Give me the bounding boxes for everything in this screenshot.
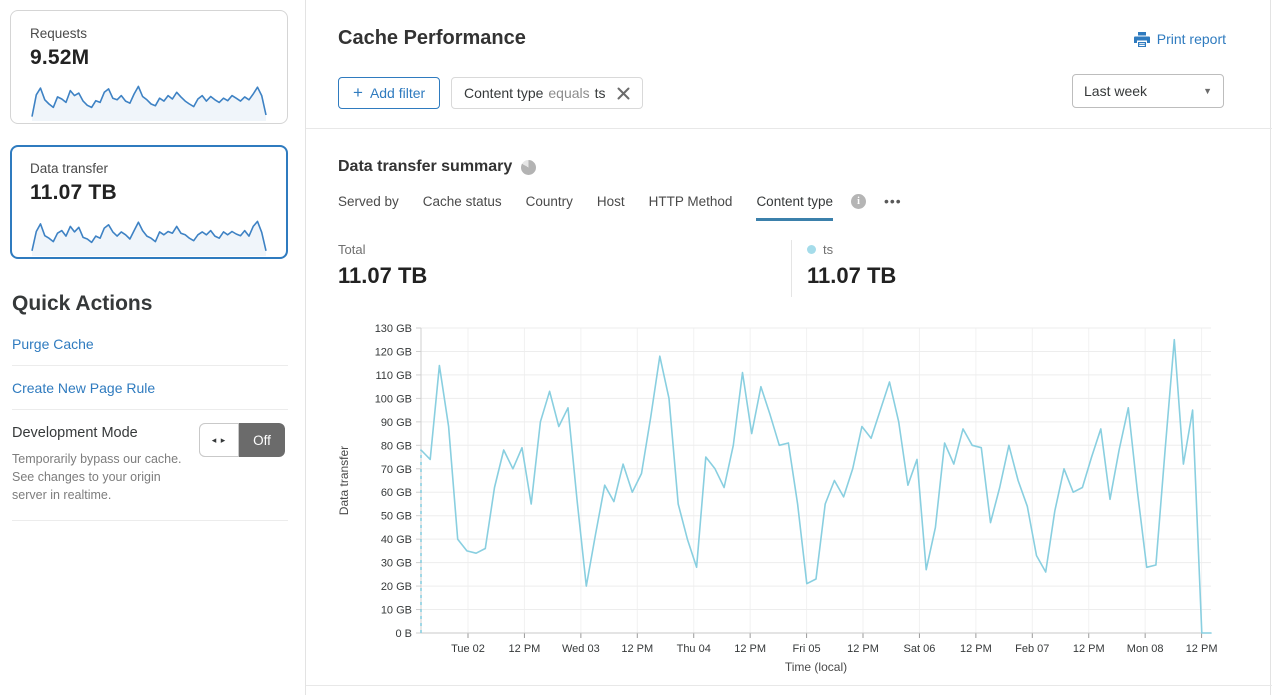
printer-icon <box>1133 31 1150 47</box>
svg-text:12 PM: 12 PM <box>509 643 541 655</box>
sparkline-svg <box>31 220 267 256</box>
filter-operator: equals <box>548 85 590 101</box>
svg-text:100 GB: 100 GB <box>375 393 412 405</box>
svg-text:12 PM: 12 PM <box>1186 643 1218 655</box>
filter-field: Content type <box>464 85 544 101</box>
filter-value: ts <box>594 85 606 101</box>
time-range-value: Last week <box>1084 83 1148 99</box>
toggle-off-label[interactable]: Off <box>239 423 285 457</box>
tab-cache-status[interactable]: Cache status <box>422 194 502 209</box>
svg-text:110 GB: 110 GB <box>376 370 413 382</box>
summary-title: Data transfer summary <box>338 158 513 175</box>
series-stat: ts 11.07 TB <box>807 242 896 289</box>
main-panel: Cache Performance Print report + Add fil… <box>305 0 1272 695</box>
page-title: Cache Performance <box>338 27 526 49</box>
svg-text:0 B: 0 B <box>395 628 412 640</box>
svg-text:10 GB: 10 GB <box>381 605 412 617</box>
svg-text:Wed 03: Wed 03 <box>562 643 600 655</box>
card-label: Data transfer <box>30 161 109 176</box>
total-label: Total <box>338 242 366 257</box>
svg-text:20 GB: 20 GB <box>381 581 412 593</box>
add-filter-label: Add filter <box>369 85 426 101</box>
chart-svg: Tue 02 12 PM Wed 03 12 PM Thu 04 12 PM Fri 05 1… <box>337 323 1218 674</box>
series-value: 11.07 TB <box>807 263 897 288</box>
svg-text:60 GB: 60 GB <box>381 487 412 499</box>
metric-card-requests[interactable]: Requests 9.52M <box>10 10 288 124</box>
svg-text:130 GB: 130 GB <box>375 323 412 335</box>
filter-chip-content-type: Content type equals ts <box>451 77 643 109</box>
footer-divider <box>306 685 1272 686</box>
svg-text:Tue 02: Tue 02 <box>451 643 485 655</box>
stat-divider <box>791 240 792 297</box>
card-value: 11.07 TB <box>30 181 117 204</box>
requests-sparkline <box>30 73 268 126</box>
svg-text:12 PM: 12 PM <box>621 643 653 655</box>
svg-text:Fri 05: Fri 05 <box>793 643 821 655</box>
sidebar: Requests 9.52M Data transfer 11.07 TB Qu… <box>0 0 305 695</box>
total-value: 11.07 TB <box>338 263 428 288</box>
svg-text:Time (local): Time (local) <box>785 660 847 674</box>
development-mode-block: Development Mode Temporarily bypass our … <box>12 410 288 522</box>
svg-text:Sat 06: Sat 06 <box>904 643 936 655</box>
svg-text:40 GB: 40 GB <box>381 534 412 546</box>
tab-country[interactable]: Country <box>525 194 573 209</box>
svg-text:70 GB: 70 GB <box>381 464 412 476</box>
development-mode-description: Temporarily bypass our cache. See change… <box>12 452 182 503</box>
svg-text:Data transfer: Data transfer <box>337 446 351 515</box>
svg-text:120 GB: 120 GB <box>375 346 412 358</box>
svg-text:80 GB: 80 GB <box>381 440 412 452</box>
svg-text:12 PM: 12 PM <box>847 643 879 655</box>
more-tabs-button[interactable]: ••• <box>884 192 902 209</box>
card-label: Requests <box>30 26 88 41</box>
tab-http-method[interactable]: HTTP Method <box>648 194 733 209</box>
print-report-button[interactable]: Print report <box>1133 31 1226 47</box>
sparkline-svg <box>31 85 267 121</box>
svg-text:Feb 07: Feb 07 <box>1015 643 1049 655</box>
svg-text:12 PM: 12 PM <box>1073 643 1105 655</box>
time-pie-icon <box>521 159 537 175</box>
summary-title-row: Data transfer summary <box>338 158 537 176</box>
series-legend-dot <box>807 245 816 254</box>
quick-actions-title: Quick Actions <box>12 292 153 315</box>
svg-text:12 PM: 12 PM <box>734 643 766 655</box>
tab-host[interactable]: Host <box>596 194 625 209</box>
total-stat: Total 11.07 TB <box>338 242 427 289</box>
print-report-label[interactable]: Print report <box>1156 31 1226 47</box>
metric-card-data-transfer[interactable]: Data transfer 11.07 TB <box>10 145 288 259</box>
tab-content-type[interactable]: Content type <box>756 194 833 221</box>
remove-filter-icon[interactable] <box>617 87 630 100</box>
quick-actions-section: Quick Actions Purge Cache Create New Pag… <box>12 292 288 522</box>
info-icon[interactable]: i <box>851 194 866 209</box>
data-transfer-sparkline <box>30 208 268 261</box>
svg-text:30 GB: 30 GB <box>381 558 412 570</box>
tab-served-by[interactable]: Served by <box>338 194 399 209</box>
add-filter-button[interactable]: + Add filter <box>338 77 441 109</box>
development-mode-toggle[interactable]: ◂ ▸ Off <box>199 423 285 457</box>
toggle-arrows-icon[interactable]: ◂ ▸ <box>199 423 239 457</box>
development-mode-title: Development Mode <box>12 425 138 441</box>
svg-text:Mon 08: Mon 08 <box>1127 643 1164 655</box>
dimension-tabs: Served by Cache status Country Host HTTP Met… <box>338 192 902 221</box>
plus-icon: + <box>353 83 363 102</box>
time-range-select[interactable]: Last week ▼ <box>1072 74 1224 108</box>
purge-cache-link[interactable]: Purge Cache <box>12 322 288 366</box>
svg-text:Thu 04: Thu 04 <box>677 643 711 655</box>
svg-text:90 GB: 90 GB <box>381 417 412 429</box>
card-value: 9.52M <box>30 46 90 69</box>
create-page-rule-link[interactable]: Create New Page Rule <box>12 366 288 410</box>
header-divider <box>306 128 1272 129</box>
data-transfer-chart[interactable]: Tue 02 12 PM Wed 03 12 PM Thu 04 12 PM Fri 05 1… <box>306 318 1272 685</box>
chevron-down-icon: ▼ <box>1203 86 1212 96</box>
series-label: ts <box>823 242 834 257</box>
svg-text:12 PM: 12 PM <box>960 643 992 655</box>
svg-text:50 GB: 50 GB <box>381 511 412 523</box>
